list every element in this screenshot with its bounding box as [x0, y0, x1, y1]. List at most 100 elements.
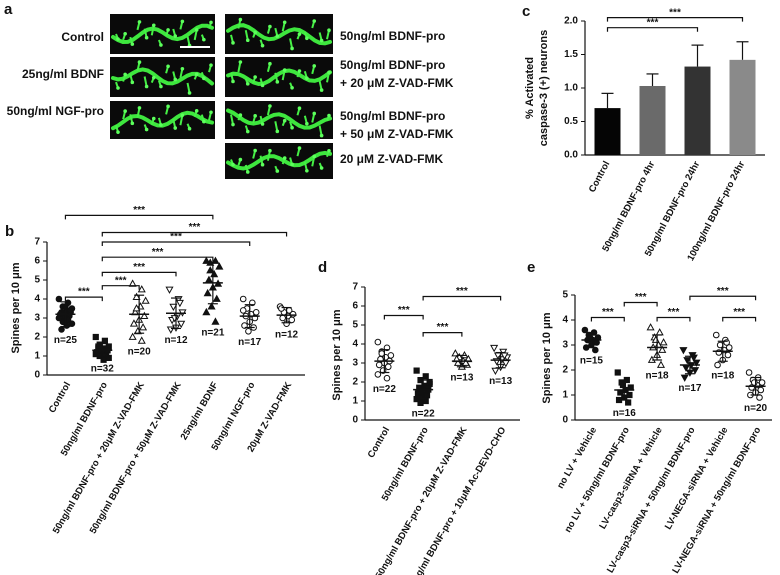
significance-label: ***	[133, 205, 145, 216]
y-tick-label: 5	[352, 320, 358, 331]
image-label: 20 μM Z-VAD-FMK	[340, 152, 443, 166]
n-label: n=15	[580, 356, 604, 367]
data-point	[204, 275, 214, 283]
data-point	[55, 295, 63, 303]
spine-head	[275, 129, 280, 134]
spine-head	[180, 66, 185, 71]
data-point	[683, 357, 692, 365]
data-point	[100, 356, 107, 363]
spine-head	[238, 113, 243, 117]
data-point	[169, 303, 178, 312]
spine-head	[297, 106, 302, 111]
data-point	[132, 292, 141, 300]
image-label: + 50 μM Z-VAD-FMK	[340, 127, 454, 141]
data-point	[414, 390, 422, 397]
y-axis-label: Spines per 10 μm	[331, 309, 343, 400]
spine-head	[144, 84, 149, 89]
data-point	[692, 359, 701, 367]
n-label: n=20	[744, 403, 768, 414]
n-label: n=20	[128, 346, 152, 357]
y-tick-label: 0.0	[564, 150, 578, 161]
spine-head	[231, 162, 235, 167]
significance-label: ***	[733, 307, 745, 318]
y-tick-label: 7	[34, 237, 40, 248]
image-label: Control	[61, 30, 104, 44]
data-point	[239, 307, 247, 314]
data-point	[211, 317, 220, 325]
n-label: n=18	[711, 371, 735, 382]
spine-head	[116, 37, 120, 41]
y-axis-label: caspase-3 (+) neurons	[538, 30, 550, 146]
data-point	[714, 361, 721, 369]
data-point	[417, 399, 424, 406]
data-point	[175, 299, 184, 308]
spine-head	[209, 20, 213, 25]
y-tick-label: 3	[562, 340, 568, 351]
data-point	[716, 341, 724, 349]
x-tick-label: Control	[366, 425, 392, 460]
data-point	[138, 323, 148, 331]
significance-label: ***	[437, 322, 449, 333]
data-point	[646, 323, 655, 331]
data-point	[413, 367, 420, 374]
y-tick-label: 5	[562, 290, 568, 301]
spine-head	[319, 38, 324, 43]
spine-head	[209, 63, 213, 67]
data-point	[691, 367, 700, 375]
significance-bracket	[64, 296, 103, 302]
y-tick-label: 3	[34, 313, 40, 324]
spine-head	[137, 106, 142, 110]
spine-head	[166, 28, 170, 32]
data-point	[451, 349, 460, 357]
data-point	[128, 332, 137, 340]
spine-head	[130, 42, 135, 46]
image-label: 50ng/ml NGF-pro	[7, 104, 104, 118]
spine-head	[275, 80, 280, 84]
y-tick-label: 1.0	[564, 83, 578, 94]
spine-head	[137, 20, 142, 24]
spine-head	[268, 104, 272, 108]
n-label: n=13	[450, 372, 474, 383]
data-point	[384, 363, 392, 371]
spine-head	[194, 72, 199, 77]
spine-head	[166, 104, 170, 109]
data-point	[202, 307, 211, 316]
spine-head	[187, 91, 192, 95]
significance-bracket	[101, 256, 214, 262]
data-point	[614, 369, 621, 376]
data-point	[383, 374, 391, 382]
spine-head	[209, 110, 213, 115]
spine-head	[282, 156, 287, 160]
spine-head	[123, 72, 127, 77]
data-point	[724, 351, 732, 359]
dendrite	[226, 68, 332, 87]
spine-head	[123, 31, 127, 36]
data-point	[63, 322, 71, 329]
spine-head	[282, 20, 287, 25]
data-point	[619, 381, 627, 389]
data-point	[212, 294, 221, 302]
y-tick-label: 5	[34, 275, 40, 286]
spine-head	[159, 84, 163, 89]
n-label: n=21	[201, 327, 225, 338]
data-point	[491, 367, 500, 376]
spine-head	[260, 122, 265, 126]
spine-head	[290, 85, 294, 90]
spine-head	[260, 83, 265, 88]
image-label: + 20 μM Z-VAD-FMK	[340, 76, 454, 90]
spine-head	[173, 126, 178, 130]
spine-head	[116, 86, 120, 90]
spine-head	[253, 114, 257, 118]
spine-head	[312, 111, 317, 116]
significance-bracket	[383, 314, 424, 320]
data-point	[165, 286, 174, 294]
data-point	[659, 338, 668, 346]
y-tick-label: 0	[352, 415, 358, 426]
data-point	[137, 336, 146, 344]
spine-head	[268, 148, 272, 153]
y-tick-label: 0	[562, 415, 568, 426]
y-tick-label: 1.5	[564, 49, 578, 60]
n-label: n=22	[412, 409, 436, 420]
significance-label: ***	[669, 7, 681, 18]
data-point	[95, 343, 102, 350]
